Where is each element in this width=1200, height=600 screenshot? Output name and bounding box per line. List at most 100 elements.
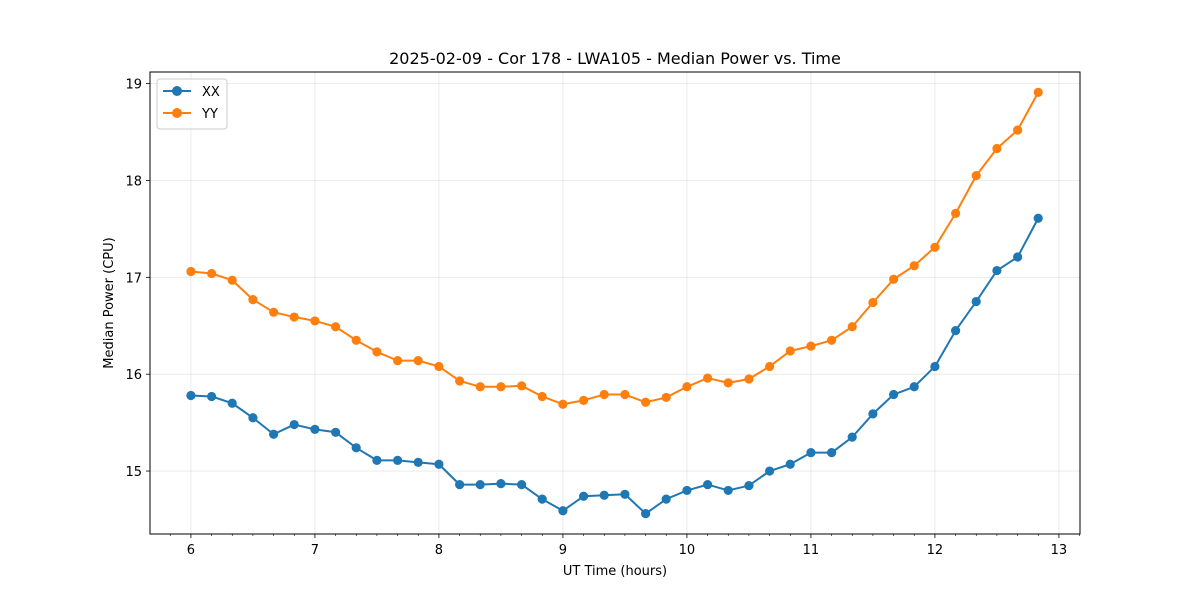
x-tick-label: 11	[803, 543, 820, 558]
data-point-xx	[1033, 213, 1043, 223]
data-point-xx	[951, 326, 961, 336]
data-point-yy	[579, 395, 589, 405]
data-point-xx	[827, 448, 837, 458]
data-point-yy	[827, 335, 837, 345]
data-point-yy	[331, 322, 341, 332]
legend-marker-yy	[172, 108, 182, 118]
data-point-yy	[785, 346, 795, 356]
data-point-xx	[475, 480, 485, 490]
data-point-xx	[806, 448, 816, 458]
data-point-xx	[455, 480, 465, 490]
data-point-yy	[372, 347, 382, 357]
legend-label-yy: YY	[201, 107, 218, 122]
y-tick-label: 15	[125, 465, 142, 480]
x-tick-label: 10	[679, 543, 696, 558]
plot-frame	[149, 71, 1081, 535]
y-tick-label: 16	[125, 368, 142, 383]
data-point-xx	[847, 432, 857, 442]
data-point-yy	[723, 378, 733, 388]
data-point-xx	[207, 391, 217, 402]
y-tick-label: 18	[125, 174, 142, 189]
data-point-xx	[703, 480, 713, 490]
data-point-xx	[372, 455, 382, 465]
data-point-xx	[186, 390, 196, 401]
data-point-xx	[641, 509, 651, 519]
data-point-yy	[475, 382, 485, 392]
data-point-yy	[248, 295, 258, 305]
data-point-xx	[765, 466, 775, 476]
data-point-xx	[537, 494, 547, 504]
data-point-yy	[971, 171, 981, 181]
data-point-yy	[496, 382, 506, 392]
data-point-yy	[641, 397, 651, 407]
data-point-xx	[971, 296, 981, 307]
data-point-xx	[682, 485, 692, 496]
data-point-yy	[889, 274, 899, 284]
data-point-xx	[723, 485, 733, 496]
data-point-yy	[393, 356, 403, 366]
grid	[150, 72, 1080, 534]
data-point-yy	[744, 374, 754, 384]
data-point-xx	[331, 427, 341, 437]
data-point-yy	[806, 341, 816, 351]
data-point-yy	[227, 275, 237, 285]
y-tick-label: 19	[125, 78, 142, 93]
data-point-xx	[393, 455, 403, 465]
data-point-yy	[517, 381, 527, 391]
data-point-xx	[310, 424, 320, 434]
data-point-yy	[703, 373, 713, 383]
data-point-yy	[951, 208, 961, 219]
data-point-yy	[1033, 87, 1043, 97]
data-point-yy	[558, 399, 568, 409]
legend: XX YY	[156, 78, 228, 130]
data-point-xx	[620, 489, 630, 499]
data-point-xx	[413, 457, 423, 467]
data-point-xx	[744, 480, 754, 491]
x-tick-label: 7	[311, 543, 319, 558]
data-point-xx	[661, 494, 671, 504]
data-point-xx	[351, 443, 361, 453]
data-point-xx	[599, 490, 609, 500]
data-point-yy	[269, 307, 279, 317]
data-point-xx	[992, 265, 1002, 276]
data-point-yy	[930, 242, 940, 252]
x-tick-label: 6	[187, 543, 195, 558]
data-point-yy	[207, 268, 217, 279]
data-point-xx	[289, 419, 299, 430]
axis-ticks: 6 7 8 9 10 11 12 13 15 16 17 18 19	[125, 78, 1080, 558]
data-point-xx	[785, 459, 795, 469]
y-axis-label: Median Power (CPU)	[102, 237, 117, 368]
legend-marker-xx	[172, 86, 182, 96]
data-point-xx	[558, 506, 568, 516]
series-group	[186, 87, 1043, 519]
data-point-xx	[1013, 252, 1023, 262]
data-point-yy	[909, 261, 919, 271]
data-point-xx	[496, 479, 506, 489]
data-point-xx	[248, 413, 258, 423]
data-point-yy	[455, 376, 465, 386]
data-point-yy	[1013, 125, 1023, 135]
data-point-xx	[579, 491, 589, 501]
data-point-yy	[847, 322, 857, 332]
data-point-xx	[517, 480, 527, 490]
data-point-xx	[227, 398, 237, 408]
data-point-yy	[434, 361, 444, 372]
x-tick-label: 12	[927, 543, 944, 558]
data-point-xx	[909, 382, 919, 392]
data-point-xx	[930, 361, 940, 372]
data-point-yy	[661, 392, 671, 403]
legend-label-xx: XX	[202, 85, 220, 100]
data-point-yy	[599, 389, 609, 400]
data-point-xx	[269, 429, 279, 439]
data-point-yy	[682, 382, 692, 392]
data-point-yy	[868, 297, 878, 308]
x-axis-label: UT Time (hours)	[563, 564, 667, 579]
data-point-xx	[868, 409, 878, 419]
x-tick-label: 9	[559, 543, 567, 558]
data-point-xx	[434, 459, 444, 469]
data-point-yy	[537, 391, 547, 402]
data-point-yy	[992, 143, 1002, 154]
chart-title: 2025-02-09 - Cor 178 - LWA105 - Median P…	[389, 49, 841, 68]
data-point-yy	[186, 266, 196, 277]
